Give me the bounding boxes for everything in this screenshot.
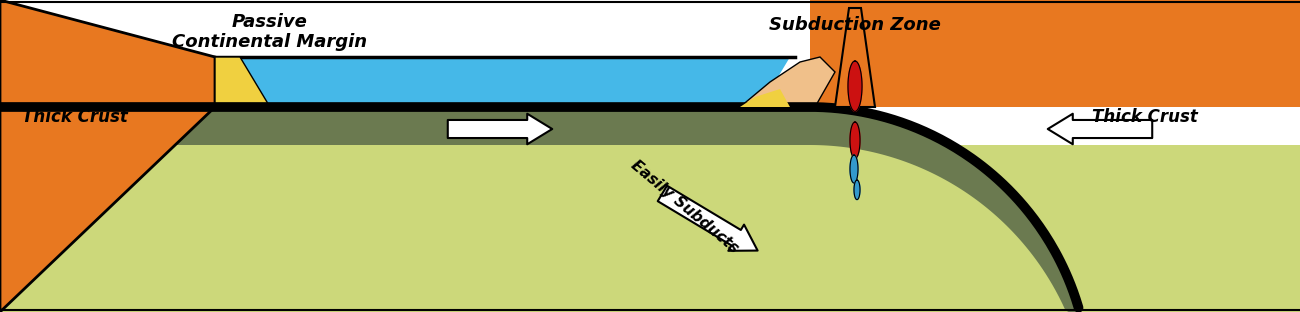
Polygon shape: [0, 145, 1300, 312]
Polygon shape: [848, 61, 862, 111]
Text: Thick Crust: Thick Crust: [22, 108, 127, 126]
Text: Passive
Continental Margin: Passive Continental Margin: [173, 12, 368, 51]
Text: Subduction Zone: Subduction Zone: [770, 16, 941, 34]
Polygon shape: [205, 57, 790, 107]
Polygon shape: [835, 8, 875, 107]
Text: Thick Crust: Thick Crust: [1092, 108, 1197, 126]
Polygon shape: [850, 155, 858, 183]
Polygon shape: [0, 107, 1079, 312]
Polygon shape: [214, 57, 270, 107]
Polygon shape: [740, 57, 835, 107]
Polygon shape: [740, 89, 790, 107]
Polygon shape: [854, 180, 861, 200]
Text: Easily Subducts: Easily Subducts: [628, 158, 742, 256]
Polygon shape: [850, 122, 861, 158]
Polygon shape: [810, 0, 1300, 107]
Polygon shape: [0, 0, 214, 312]
